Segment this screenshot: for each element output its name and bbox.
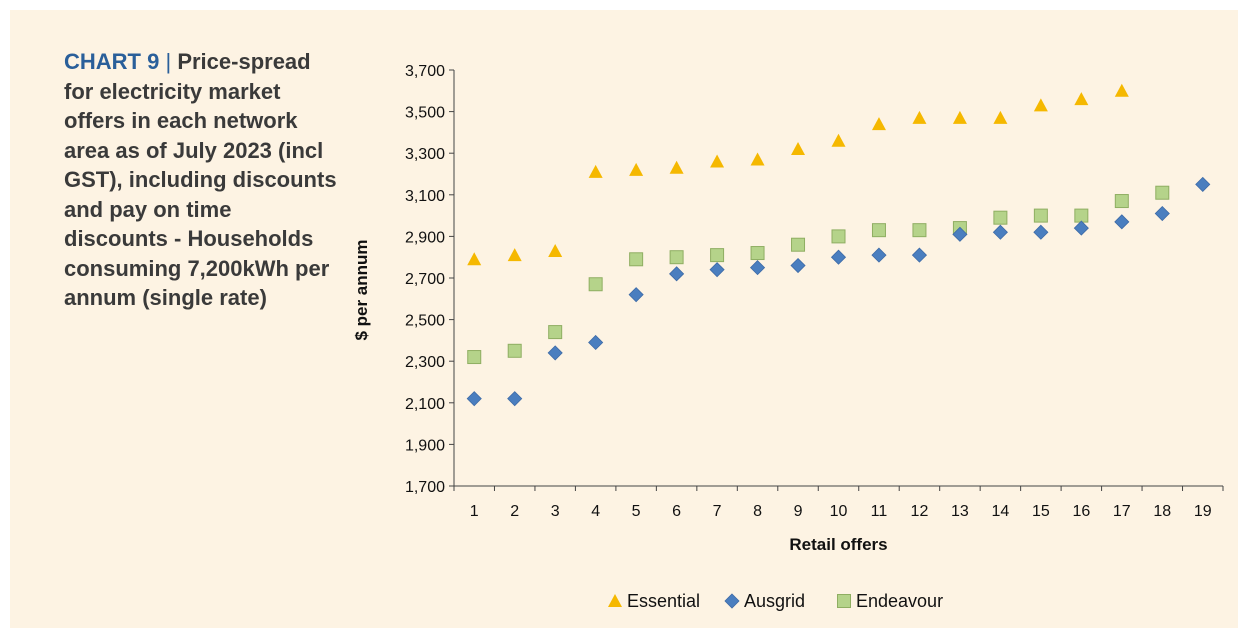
y-tick-label: 2,900 bbox=[405, 229, 445, 246]
ausgrid-point bbox=[952, 226, 968, 242]
ausgrid-point bbox=[547, 345, 563, 361]
ausgrid-point bbox=[992, 224, 1008, 240]
y-tick-label: 2,300 bbox=[405, 354, 445, 371]
y-tick-label: 3,700 bbox=[405, 63, 445, 80]
essential-point bbox=[588, 164, 603, 178]
x-tick-label: 12 bbox=[911, 503, 929, 520]
essential-point bbox=[831, 133, 846, 147]
ausgrid-point bbox=[1114, 214, 1130, 230]
essential-point bbox=[952, 110, 967, 124]
endeavour-point bbox=[548, 325, 563, 340]
ausgrid-point bbox=[1033, 224, 1049, 240]
ausgrid-point bbox=[628, 287, 644, 303]
x-tick-label: 4 bbox=[591, 503, 600, 520]
chart-id: CHART 9 bbox=[64, 49, 160, 74]
chart-caption: CHART 9 | Price-spread for electricity m… bbox=[64, 47, 339, 313]
essential-point bbox=[791, 142, 806, 156]
x-tick-label: 6 bbox=[672, 503, 681, 520]
endeavour-point bbox=[588, 277, 603, 292]
y-tick-label: 2,700 bbox=[405, 271, 445, 288]
y-tick-label: 3,100 bbox=[405, 188, 445, 205]
endeavour-point bbox=[669, 250, 684, 265]
y-tick-label: 2,500 bbox=[405, 313, 445, 330]
endeavour-point bbox=[629, 252, 644, 267]
essential-point bbox=[548, 243, 563, 257]
x-tick-label: 2 bbox=[510, 503, 519, 520]
y-axis-title: $ per annum bbox=[352, 239, 371, 340]
endeavour-point bbox=[993, 210, 1008, 225]
endeavour-point bbox=[467, 350, 482, 365]
essential-point bbox=[507, 248, 522, 262]
x-tick-label: 8 bbox=[753, 503, 762, 520]
ausgrid-point bbox=[1073, 220, 1089, 236]
x-tick-label: 7 bbox=[713, 503, 722, 520]
ausgrid-point bbox=[709, 262, 725, 278]
essential-point bbox=[467, 252, 482, 266]
ausgrid-legend-label: Ausgrid bbox=[744, 591, 805, 611]
endeavour-point bbox=[912, 223, 927, 238]
essential-point bbox=[993, 110, 1008, 124]
endeavour-point bbox=[871, 223, 886, 238]
ausgrid-point bbox=[749, 260, 766, 276]
essential-legend-label: Essential bbox=[627, 591, 700, 611]
endeavour-point bbox=[831, 229, 846, 244]
x-tick-label: 10 bbox=[830, 503, 848, 520]
x-tick-label: 9 bbox=[794, 503, 803, 520]
essential-point bbox=[871, 117, 886, 131]
x-tick-label: 1 bbox=[470, 503, 479, 520]
endeavour-point bbox=[710, 248, 725, 263]
y-tick-label: 3,300 bbox=[405, 146, 445, 163]
endeavour-point bbox=[1114, 194, 1129, 209]
x-tick-label: 17 bbox=[1113, 503, 1131, 520]
endeavour-legend-label: Endeavour bbox=[856, 591, 943, 611]
x-tick-label: 18 bbox=[1153, 503, 1171, 520]
ausgrid-point bbox=[588, 334, 604, 351]
x-tick-label: 14 bbox=[991, 503, 1009, 520]
x-axis-title: Retail offers bbox=[789, 535, 887, 554]
y-tick-label: 1,700 bbox=[405, 479, 445, 496]
endeavour-point bbox=[1033, 208, 1048, 223]
x-tick-label: 16 bbox=[1072, 503, 1090, 520]
endeavour-point bbox=[1155, 185, 1170, 200]
y-tick-label: 3,500 bbox=[405, 105, 445, 122]
essential-point bbox=[750, 152, 765, 166]
y-tick-label: 2,100 bbox=[405, 396, 445, 413]
endeavour-point bbox=[1074, 208, 1089, 223]
endeavour-legend-marker bbox=[837, 594, 851, 608]
x-tick-label: 15 bbox=[1032, 503, 1050, 520]
essential-point bbox=[1074, 92, 1089, 106]
ausgrid-point bbox=[1195, 176, 1211, 192]
endeavour-point bbox=[750, 246, 765, 261]
essential-point bbox=[710, 154, 725, 168]
essential-point bbox=[1033, 98, 1048, 112]
essential-legend-marker bbox=[608, 594, 622, 607]
essential-point bbox=[1114, 83, 1129, 97]
ausgrid-legend-marker bbox=[724, 593, 740, 609]
x-tick-label: 3 bbox=[551, 503, 560, 520]
essential-point bbox=[669, 160, 684, 174]
essential-point bbox=[629, 162, 644, 176]
ausgrid-point bbox=[871, 247, 887, 263]
ausgrid-point bbox=[790, 257, 806, 274]
x-tick-label: 19 bbox=[1194, 503, 1212, 520]
endeavour-point bbox=[791, 237, 806, 252]
chart-panel bbox=[10, 10, 1238, 628]
x-tick-label: 5 bbox=[632, 503, 641, 520]
x-tick-label: 13 bbox=[951, 503, 969, 520]
ausgrid-point bbox=[466, 391, 482, 407]
ausgrid-point bbox=[507, 391, 523, 407]
y-tick-label: 1,900 bbox=[405, 437, 445, 454]
ausgrid-point bbox=[911, 247, 928, 263]
caption-separator: | bbox=[165, 49, 172, 74]
essential-point bbox=[912, 110, 927, 124]
endeavour-point bbox=[507, 343, 522, 358]
chart-title: Price-spread for electricity market offe… bbox=[64, 49, 337, 310]
x-tick-label: 11 bbox=[871, 503, 888, 520]
ausgrid-point bbox=[669, 266, 685, 282]
ausgrid-point bbox=[1154, 205, 1170, 222]
ausgrid-point bbox=[830, 249, 847, 265]
